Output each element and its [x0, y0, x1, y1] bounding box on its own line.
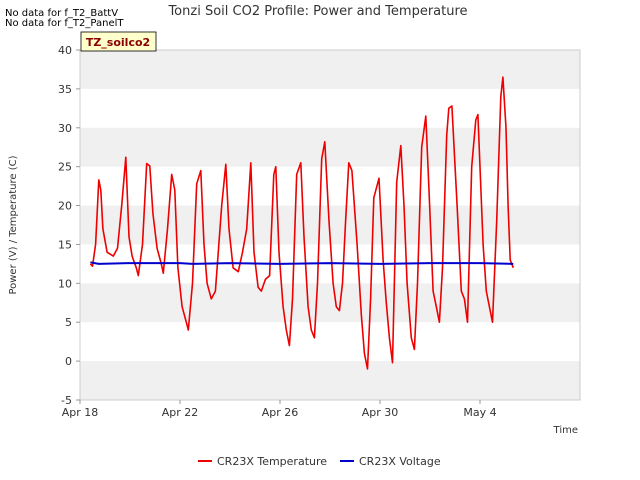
- badge: TZ_soilco2: [80, 31, 157, 52]
- chart-title: Tonzi Soil CO2 Profile: Power and Temper…: [167, 4, 467, 19]
- y-tick-label: 0: [65, 355, 72, 368]
- grid-band: [80, 283, 580, 323]
- x-tick-label: Apr 18: [62, 406, 99, 419]
- y-tick-label: 35: [58, 83, 72, 96]
- background-bands: [80, 50, 580, 400]
- no-data-note: No data for f_T2_PanelT: [5, 18, 124, 29]
- series-lines: [89, 76, 515, 370]
- x-tick-label: Apr 22: [162, 406, 199, 419]
- y-tick-label: 20: [58, 200, 72, 213]
- legend-label: CR23X Temperature: [217, 455, 327, 468]
- y-tick-label: 15: [58, 238, 72, 251]
- y-tick-label: 30: [58, 122, 72, 135]
- grid-band: [80, 127, 580, 167]
- y-tick-label: 40: [58, 44, 72, 57]
- legend-label: CR23X Voltage: [359, 455, 441, 468]
- grid-band: [80, 50, 580, 89]
- y-tick-label: 10: [58, 277, 72, 290]
- x-tick-label: Apr 26: [262, 406, 299, 419]
- badge-label: TZ_soilco2: [86, 36, 150, 49]
- series-line-temperature: [89, 76, 515, 370]
- y-axis-ticks: -5 0 5 10 15 20 25 30 35 40: [58, 44, 80, 407]
- x-axis-ticks: Apr 18 Apr 22 Apr 26 Apr 30 May 4: [62, 400, 497, 419]
- badge-box: [80, 31, 157, 52]
- plot-frame: [79, 49, 581, 401]
- y-tick-label: -5: [61, 394, 72, 407]
- no-data-note: No data for f_T2_BattV: [5, 8, 119, 19]
- y-tick-label: 5: [65, 316, 72, 329]
- legend: CR23X Temperature CR23X Voltage: [198, 455, 441, 468]
- x-tick-label: Apr 30: [362, 406, 399, 419]
- y-tick-label: 25: [58, 161, 72, 174]
- grid-band: [80, 361, 580, 400]
- y-axis-label: Power (V) / Temperature (C): [8, 155, 19, 294]
- series-line-voltage: [90, 261, 514, 265]
- x-axis-label: Time: [553, 425, 578, 436]
- x-tick-label: May 4: [463, 406, 496, 419]
